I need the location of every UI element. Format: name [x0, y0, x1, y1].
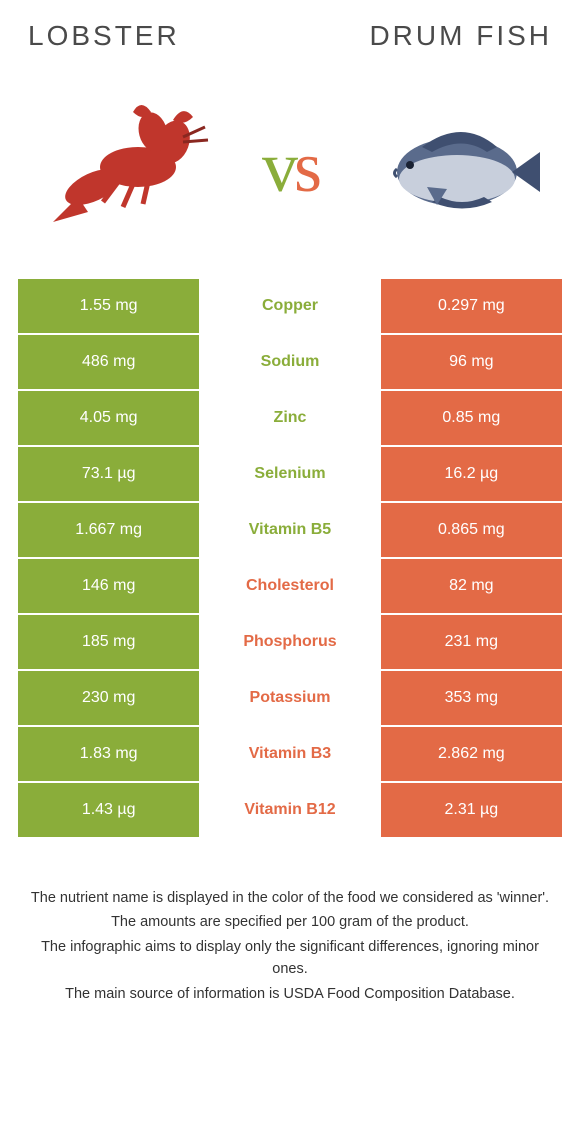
left-value: 1.43 µg	[18, 783, 199, 837]
footnotes: The nutrient name is displayed in the co…	[18, 887, 562, 1005]
nutrient-name: Selenium	[199, 447, 380, 501]
right-value: 96 mg	[381, 335, 562, 389]
nutrient-name: Vitamin B5	[199, 503, 380, 557]
right-value: 2.31 µg	[381, 783, 562, 837]
left-value: 1.83 mg	[18, 727, 199, 781]
table-row: 146 mgCholesterol82 mg	[18, 557, 562, 613]
nutrient-name: Phosphorus	[199, 615, 380, 669]
table-row: 230 mgPotassium353 mg	[18, 669, 562, 725]
footnote-line: The amounts are specified per 100 gram o…	[28, 911, 552, 933]
nutrient-name: Zinc	[199, 391, 380, 445]
left-value: 146 mg	[18, 559, 199, 613]
drum-fish-icon	[362, 87, 552, 247]
table-row: 1.667 mgVitamin B50.865 mg	[18, 501, 562, 557]
left-value: 4.05 mg	[18, 391, 199, 445]
right-value: 231 mg	[381, 615, 562, 669]
table-row: 73.1 µgSelenium16.2 µg	[18, 445, 562, 501]
table-row: 1.43 µgVitamin B122.31 µg	[18, 781, 562, 837]
lobster-icon	[28, 87, 218, 247]
table-row: 4.05 mgZinc0.85 mg	[18, 389, 562, 445]
left-value: 185 mg	[18, 615, 199, 669]
table-row: 486 mgSodium96 mg	[18, 333, 562, 389]
nutrient-name: Sodium	[199, 335, 380, 389]
right-value: 0.85 mg	[381, 391, 562, 445]
right-value: 353 mg	[381, 671, 562, 725]
nutrient-name: Potassium	[199, 671, 380, 725]
table-row: 185 mgPhosphorus231 mg	[18, 613, 562, 669]
left-value: 1.55 mg	[18, 279, 199, 333]
right-value: 16.2 µg	[381, 447, 562, 501]
right-value: 2.862 mg	[381, 727, 562, 781]
right-title: Drum Fish	[369, 20, 552, 52]
nutrient-table: 1.55 mgCopper0.297 mg486 mgSodium96 mg4.…	[18, 277, 562, 837]
infographic: Lobster Drum Fish	[0, 0, 580, 1005]
nutrient-name: Vitamin B3	[199, 727, 380, 781]
table-row: 1.55 mgCopper0.297 mg	[18, 277, 562, 333]
images-row: vs	[18, 77, 562, 257]
nutrient-name: Vitamin B12	[199, 783, 380, 837]
left-title: Lobster	[28, 20, 180, 52]
footnote-line: The main source of information is USDA F…	[28, 983, 552, 1005]
right-value: 0.865 mg	[381, 503, 562, 557]
nutrient-name: Cholesterol	[199, 559, 380, 613]
left-value: 73.1 µg	[18, 447, 199, 501]
left-value: 486 mg	[18, 335, 199, 389]
right-value: 82 mg	[381, 559, 562, 613]
nutrient-name: Copper	[199, 279, 380, 333]
table-row: 1.83 mgVitamin B32.862 mg	[18, 725, 562, 781]
left-value: 1.667 mg	[18, 503, 199, 557]
right-value: 0.297 mg	[381, 279, 562, 333]
vs-label: vs	[262, 126, 318, 209]
left-value: 230 mg	[18, 671, 199, 725]
header-row: Lobster Drum Fish	[18, 20, 562, 52]
footnote-line: The infographic aims to display only the…	[28, 936, 552, 981]
footnote-line: The nutrient name is displayed in the co…	[28, 887, 552, 909]
